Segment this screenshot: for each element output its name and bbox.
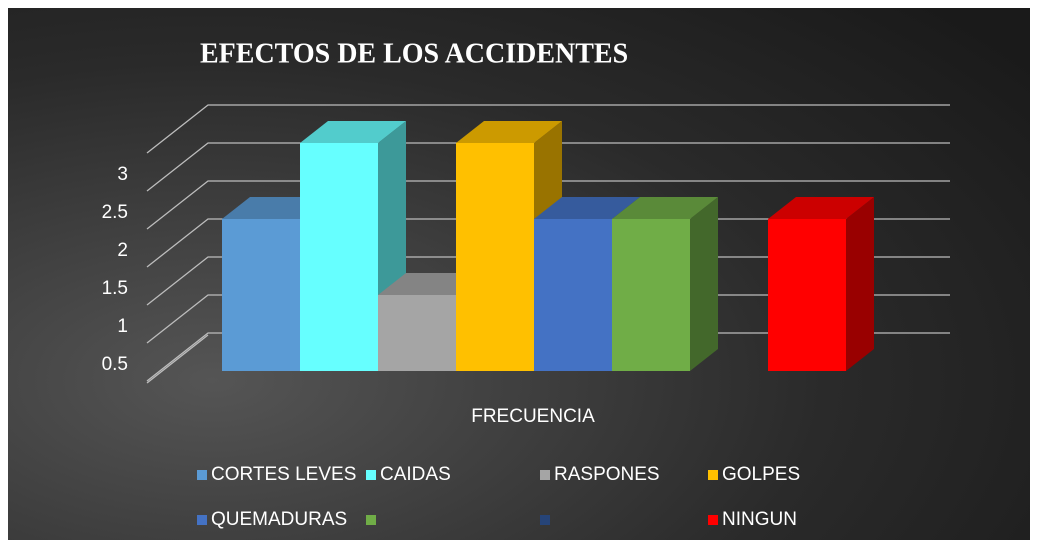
y-tick-label: 2.5 <box>102 202 128 223</box>
bar <box>768 219 846 371</box>
bar-side <box>846 197 874 371</box>
legend-swatch <box>197 515 207 525</box>
bar-top <box>768 197 874 219</box>
bar-side <box>690 197 718 371</box>
legend-label: GOLPES <box>722 464 800 485</box>
bar-top <box>456 121 562 143</box>
legend-swatch <box>197 470 207 480</box>
grid-line <box>146 104 950 154</box>
legend-swatch <box>540 470 550 480</box>
bar <box>534 219 612 371</box>
y-tick-label: 2 <box>117 240 128 261</box>
grid-line <box>146 180 950 230</box>
bar <box>222 219 300 371</box>
bar-top <box>534 197 640 219</box>
bar-top <box>300 121 406 143</box>
legend-label: CAIDAS <box>380 464 451 485</box>
legend-label: RASPONES <box>554 464 660 485</box>
y-tick-label: 1.5 <box>102 278 128 299</box>
bar-top <box>612 197 718 219</box>
bar <box>612 219 690 371</box>
chart-title: EFECTOS DE LOS ACCIDENTES <box>200 38 628 69</box>
axis-line <box>146 334 209 384</box>
legend-swatch <box>366 470 376 480</box>
y-tick-label: 3 <box>117 164 128 185</box>
legend-swatch <box>366 515 376 525</box>
bar <box>378 295 456 371</box>
legend-label: QUEMADURAS <box>211 509 347 530</box>
legend-label: NINGUN <box>722 509 797 530</box>
y-tick-label: 0.5 <box>102 354 128 375</box>
bar <box>300 143 378 371</box>
legend-swatch <box>708 470 718 480</box>
y-tick-label: 1 <box>117 316 128 337</box>
x-axis-label: FRECUENCIA <box>471 406 595 427</box>
grid-line <box>146 142 950 192</box>
legend-swatch <box>708 515 718 525</box>
legend-swatch <box>540 515 550 525</box>
legend-label: CORTES LEVES <box>211 464 356 485</box>
bar <box>456 143 534 371</box>
